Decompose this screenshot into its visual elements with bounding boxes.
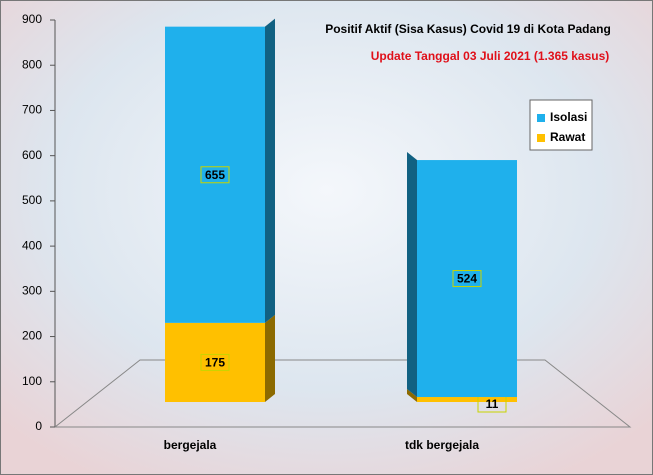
y-tick-label: 900 bbox=[22, 12, 42, 26]
legend-swatch bbox=[537, 134, 545, 142]
value-label: 655 bbox=[205, 168, 225, 182]
value-label-box bbox=[200, 353, 230, 371]
bar-side bbox=[265, 314, 275, 402]
x-tick-label: tdk bergejala bbox=[405, 438, 479, 452]
bar-side bbox=[265, 18, 275, 323]
y-tick-label: 200 bbox=[22, 329, 42, 343]
floor bbox=[53, 359, 632, 428]
legend-swatch bbox=[537, 114, 545, 122]
x-tick-label: bergejala bbox=[164, 438, 217, 452]
y-tick-label: 800 bbox=[22, 57, 42, 71]
value-label-box bbox=[200, 166, 230, 184]
bar bbox=[165, 26, 265, 323]
y-tick-label: 300 bbox=[22, 284, 42, 298]
y-tick-label: 0 bbox=[35, 419, 42, 433]
y-tick-label: 500 bbox=[22, 193, 42, 207]
y-tick-label: 700 bbox=[22, 103, 42, 117]
legend-label: Isolasi bbox=[550, 110, 587, 124]
y-tick-label: 600 bbox=[22, 148, 42, 162]
legend-box bbox=[529, 99, 593, 151]
bar-side bbox=[407, 152, 417, 398]
bar bbox=[417, 160, 517, 398]
chart-subtitle: Update Tanggal 03 Juli 2021 (1.365 kasus… bbox=[371, 49, 610, 63]
bar bbox=[165, 322, 265, 402]
legend-label: Rawat bbox=[550, 130, 585, 144]
bar bbox=[417, 397, 517, 402]
bar-side bbox=[407, 389, 417, 402]
value-label: 524 bbox=[457, 272, 477, 286]
y-tick-label: 400 bbox=[22, 238, 42, 252]
value-label: 11 bbox=[486, 397, 499, 411]
value-label-box bbox=[452, 270, 482, 288]
y-tick-label: 100 bbox=[22, 374, 42, 388]
value-label: 175 bbox=[205, 356, 225, 370]
chart-title: Positif Aktif (Sisa Kasus) Covid 19 di K… bbox=[325, 22, 611, 36]
